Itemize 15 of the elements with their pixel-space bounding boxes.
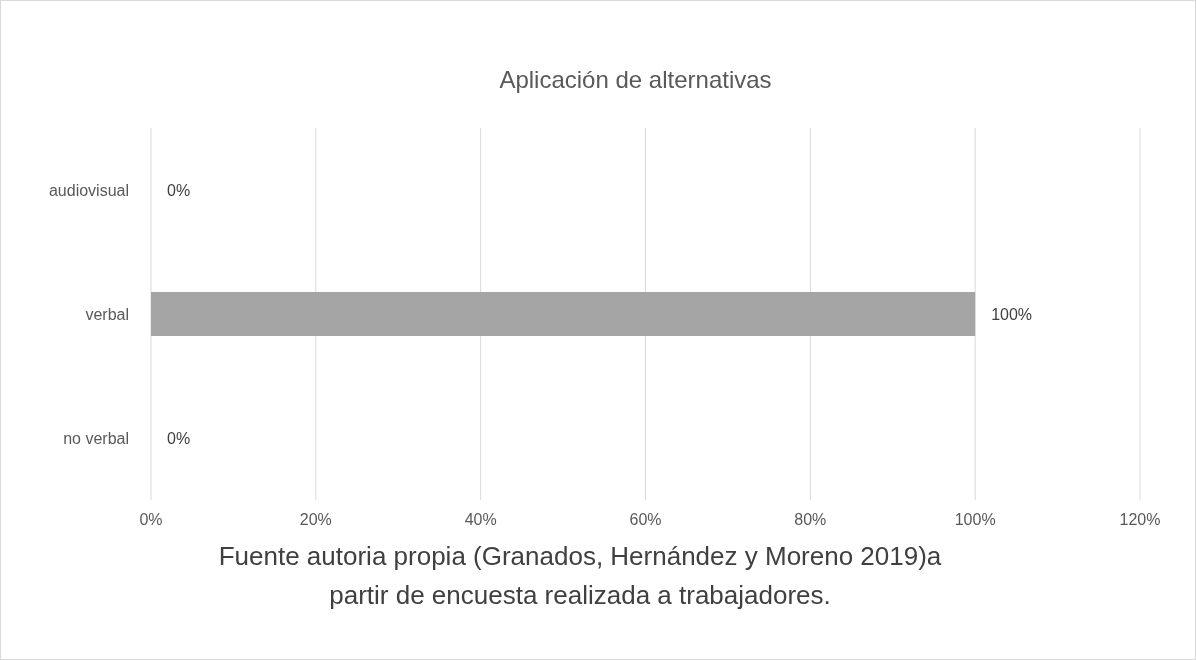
source-note: Fuente autoria propia (Granados, Hernández y Moreno 2019)a partir de encuesta realizada a trabajadores. [218,541,942,610]
data-label: 100% [991,305,1033,323]
x-tick-label: 120% [1119,511,1161,528]
x-tick-label: 60% [629,511,662,528]
x-tick-label: 40% [464,511,497,528]
y-tick-label: no verbal [63,429,129,447]
chart-title: Aplicación de alternativas [499,66,772,93]
y-tick-label: audiovisual [48,181,129,199]
data-label: 0% [167,181,191,199]
data-label: 0% [167,429,191,447]
x-tick-label: 80% [794,511,827,528]
x-tick-label: 100% [954,511,996,528]
y-tick-label: verbal [85,305,129,323]
x-tick-label: 20% [299,511,332,528]
x-tick-label: 0% [139,511,163,528]
